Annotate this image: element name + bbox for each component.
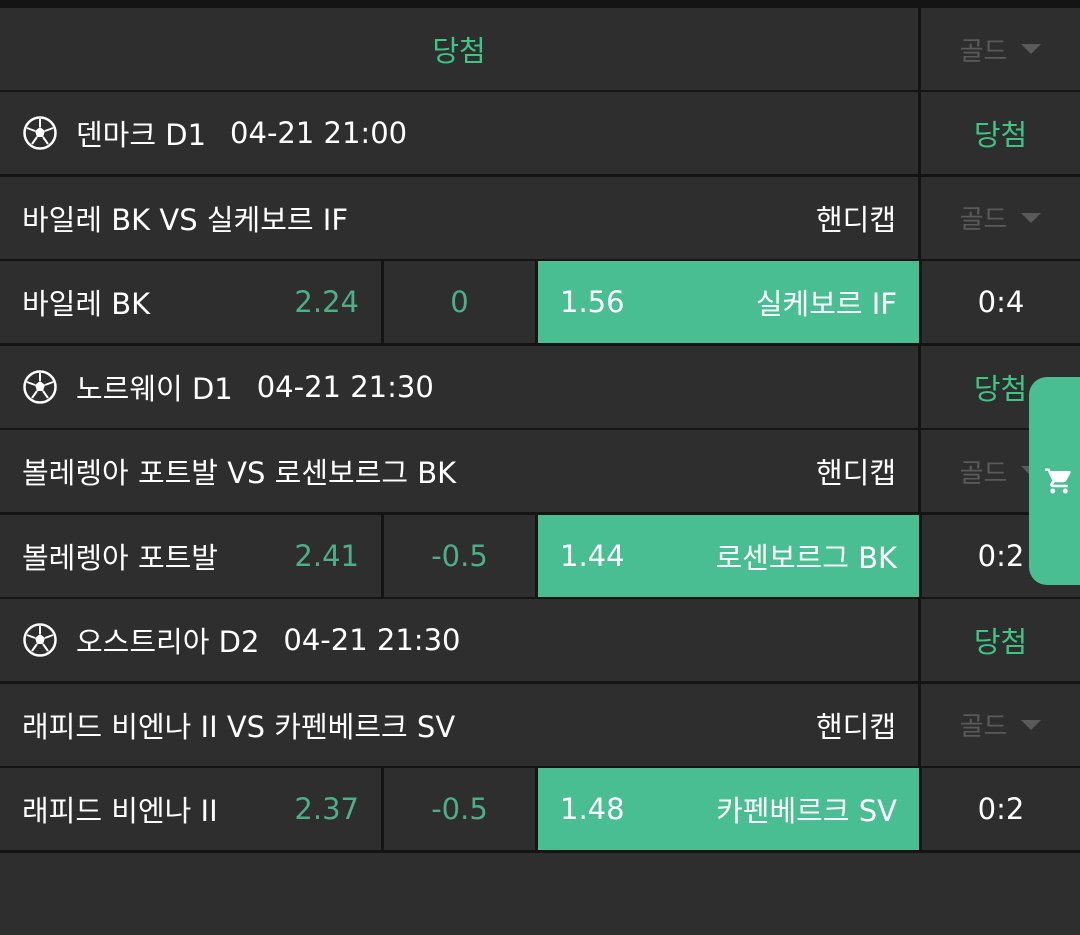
match-title-cell: 래피드 비엔나 II VS 카펜베르크 SV 핸디캡 [0, 683, 918, 766]
win-status: 당첨 [973, 118, 1028, 152]
gold-label: 골드 [959, 458, 1008, 489]
gold-dropdown[interactable]: 골드 [921, 683, 1080, 766]
league-name: 오스트리아 D2 [76, 625, 260, 659]
odds-row: 래피드 비엔나 II 2.37 -0.5 1.48 카펜베르크 SV 0:2 [0, 768, 1080, 850]
match-time: 04-21 21:30 [256, 369, 434, 404]
handicap-value: -0.5 [431, 792, 488, 826]
home-odds: 2.37 [294, 792, 359, 826]
cart-button[interactable] [1029, 377, 1080, 585]
gold-dropdown[interactable]: 골드 [921, 176, 1080, 259]
away-team: 로센보르그 BK [715, 540, 897, 575]
league-cell: 덴마크 D1 04-21 21:00 [0, 92, 918, 174]
handicap-cell: -0.5 [384, 768, 535, 850]
match-time: 04-21 21:00 [230, 116, 408, 150]
away-odds: 1.44 [560, 538, 625, 573]
away-odds: 1.48 [560, 792, 625, 826]
summary-row: 당첨 골드 [0, 8, 1080, 90]
home-bet-button[interactable]: 바일레 BK 2.24 [0, 261, 381, 343]
match-title: 바일레 BK VS 실케보르 IF [22, 202, 349, 237]
home-odds: 2.41 [294, 538, 359, 573]
league-row: 오스트리아 D2 04-21 21:30 당첨 [0, 599, 1080, 681]
match-title-cell: 볼레렝아 포트발 VS 로센보르그 BK 핸디캡 [0, 430, 918, 512]
home-team: 바일레 BK [22, 287, 151, 321]
final-score: 0:2 [977, 792, 1025, 826]
match-title-row: 볼레렝아 포트발 VS 로센보르그 BK 핸디캡 골드 [0, 430, 1080, 512]
away-team: 카펜베르크 SV [716, 794, 897, 828]
handicap-cell: -0.5 [384, 514, 535, 597]
home-odds: 2.24 [294, 285, 359, 319]
soccer-ball-icon [23, 369, 57, 404]
score-cell: 0:4 [922, 261, 1080, 343]
match-title-row: 바일레 BK VS 실케보르 IF 핸디캡 골드 [0, 176, 1080, 259]
gold-dropdown[interactable]: 골드 [921, 8, 1080, 90]
final-score: 0:4 [977, 285, 1025, 319]
odds-row: 바일레 BK 2.24 0 1.56 실케보르 IF 0:4 [0, 261, 1080, 343]
away-odds: 1.56 [560, 285, 625, 319]
match-title: 볼레렝아 포트발 VS 로센보르그 BK [22, 456, 457, 490]
summary-status-cell: 당첨 [0, 8, 918, 90]
market-type: 핸디캡 [815, 202, 896, 237]
home-bet-button[interactable]: 볼레렝아 포트발 2.41 [0, 514, 381, 597]
league-cell: 오스트리아 D2 04-21 21:30 [0, 599, 918, 681]
cart-icon [1045, 468, 1071, 494]
score-cell: 0:2 [922, 768, 1080, 850]
win-status: 당첨 [973, 371, 1028, 406]
league-row: 노르웨이 D1 04-21 21:30 당첨 [0, 345, 1080, 428]
home-team: 래피드 비엔나 II [22, 794, 218, 828]
gold-label: 골드 [959, 712, 1008, 742]
away-team: 실케보르 IF [755, 287, 897, 321]
match-title-cell: 바일레 BK VS 실케보르 IF 핸디캡 [0, 176, 918, 259]
soccer-ball-icon [23, 116, 57, 150]
league-name: 노르웨이 D1 [76, 371, 233, 406]
next-row-cell [0, 853, 1080, 935]
odds-row: 볼레렝아 포트발 2.41 -0.5 1.44 로센보르그 BK 0:2 [0, 514, 1080, 597]
market-type: 핸디캡 [815, 456, 896, 490]
result-cell: 당첨 [921, 92, 1080, 174]
win-status: 당첨 [973, 625, 1028, 659]
gold-label: 골드 [959, 205, 1008, 235]
league-row: 덴마크 D1 04-21 21:00 당첨 [0, 92, 1080, 174]
final-score: 0:2 [977, 538, 1025, 573]
chevron-down-icon [1021, 44, 1042, 54]
market-type: 핸디캡 [815, 709, 896, 744]
handicap-cell: 0 [384, 261, 535, 343]
win-status: 당첨 [432, 34, 486, 68]
next-row [0, 853, 1080, 935]
away-bet-button-selected[interactable]: 1.44 로센보르그 BK [538, 514, 919, 597]
league-cell: 노르웨이 D1 04-21 21:30 [0, 345, 918, 428]
soccer-ball-icon [23, 623, 57, 657]
away-bet-button-selected[interactable]: 1.48 카펜베르크 SV [538, 768, 919, 850]
handicap-value: -0.5 [431, 538, 488, 573]
chevron-down-icon [1021, 719, 1042, 730]
gold-label: 골드 [959, 36, 1008, 67]
home-bet-button[interactable]: 래피드 비엔나 II 2.37 [0, 768, 381, 850]
match-title: 래피드 비엔나 II VS 카펜베르크 SV [22, 709, 456, 744]
away-bet-button-selected[interactable]: 1.56 실케보르 IF [538, 261, 919, 343]
handicap-value: 0 [450, 285, 469, 319]
match-time: 04-21 21:30 [283, 623, 461, 657]
result-cell: 당첨 [921, 599, 1080, 681]
league-name: 덴마크 D1 [76, 118, 207, 152]
match-title-row: 래피드 비엔나 II VS 카펜베르크 SV 핸디캡 골드 [0, 683, 1080, 766]
home-team: 볼레렝아 포트발 [22, 540, 218, 575]
chevron-down-icon [1021, 212, 1042, 223]
